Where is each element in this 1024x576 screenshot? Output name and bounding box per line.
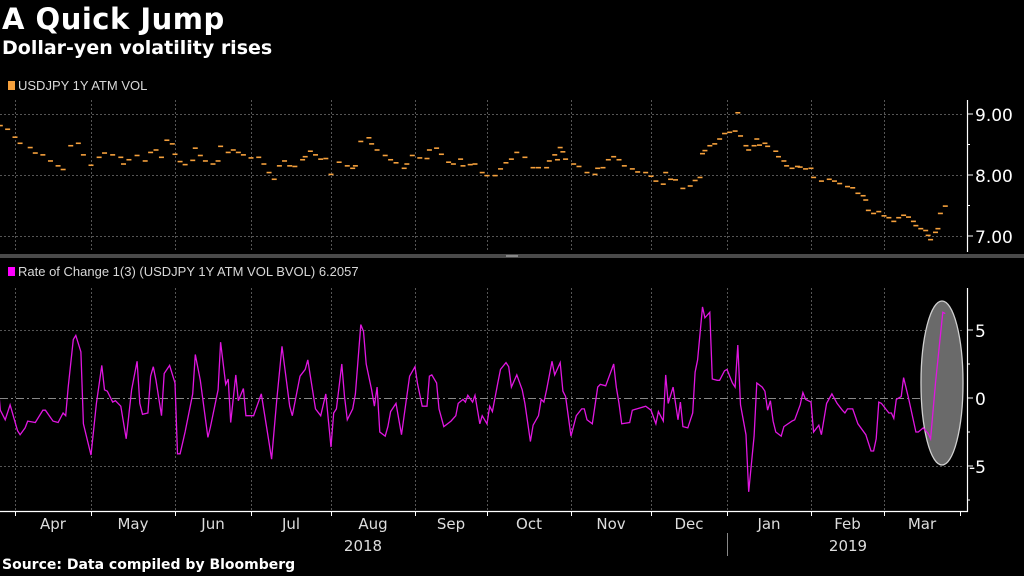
x-tick-label: Dec xyxy=(674,515,703,533)
x-tick-label: Jun xyxy=(200,515,224,533)
y-tick-label-bottom: 0 xyxy=(975,390,986,410)
x-tick-label: Jul xyxy=(281,515,300,533)
top-panel-grid xyxy=(0,100,962,252)
legend-level: USDJPY 1Y ATM VOL xyxy=(8,78,147,93)
x-tick-label: Aug xyxy=(358,515,387,533)
panel-divider-handle[interactable] xyxy=(506,255,518,257)
chart-subtitle: Dollar-yen volatility rises xyxy=(2,37,273,59)
y-tick-label-top: 8.00 xyxy=(975,167,1013,187)
year-label-2019: 2019 xyxy=(829,537,867,555)
x-axis-month-labels: Apr May Jun Jul Aug Sep Oct Nov Dec Jan Feb Mar xyxy=(40,515,937,533)
x-tick-label: Sep xyxy=(437,515,465,533)
bottom-panel-grid xyxy=(0,288,962,510)
legend-roc: Rate of Change 1(3) (USDJPY 1Y ATM VOL B… xyxy=(8,264,359,279)
x-tick-label: Feb xyxy=(834,515,861,533)
x-tick-label: Jan xyxy=(756,515,780,533)
legend-label-roc: Rate of Change 1(3) (USDJPY 1Y ATM VOL B… xyxy=(18,264,359,279)
roc-series-line xyxy=(0,306,946,492)
x-tick-label: Apr xyxy=(40,515,67,533)
chart-title: A Quick Jump xyxy=(2,2,225,36)
y-tick-label-bottom: 5 xyxy=(975,322,986,342)
x-tick-label: Oct xyxy=(516,515,542,533)
x-tick-label: Mar xyxy=(908,515,937,533)
source-note: Source: Data compiled by Bloomberg xyxy=(2,557,296,573)
y-tick-label-top: 7.00 xyxy=(975,228,1013,248)
legend-swatch-level xyxy=(8,81,15,90)
y-tick-label-bottom: -5 xyxy=(969,458,986,478)
legend-swatch-roc xyxy=(8,267,15,276)
legend-label-level: USDJPY 1Y ATM VOL xyxy=(18,78,148,93)
axes xyxy=(0,100,973,516)
y-tick-label-top: 9.00 xyxy=(975,106,1013,126)
year-label-2018: 2018 xyxy=(344,537,382,555)
x-tick-label: May xyxy=(117,515,148,533)
level-series xyxy=(0,111,948,241)
x-tick-label: Nov xyxy=(596,515,625,533)
